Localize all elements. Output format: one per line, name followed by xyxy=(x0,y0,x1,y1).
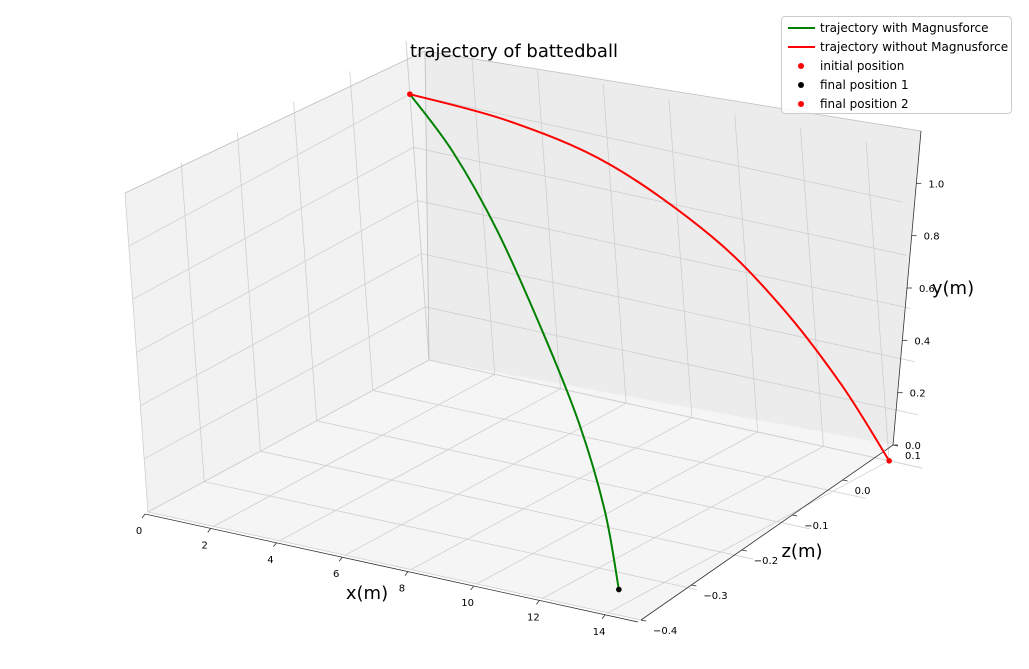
y-axis-label: y(m) xyxy=(932,278,974,299)
y-tick-label: 0.2 xyxy=(910,389,926,400)
y-tick-label: 0.0 xyxy=(905,441,921,452)
x-axis-line xyxy=(144,513,639,623)
marker-layer xyxy=(407,91,892,593)
x-tick-label: 2 xyxy=(202,540,208,551)
legend-key xyxy=(782,26,820,29)
legend-key xyxy=(782,81,820,88)
legend-marker-swatch xyxy=(798,100,804,107)
scatter-point-5 xyxy=(886,458,892,464)
legend: trajectory with Magnusforce trajectory wi… xyxy=(781,16,1012,114)
legend-label: trajectory with Magnusforce xyxy=(820,20,989,35)
z-tick-label: −0.2 xyxy=(754,556,778,567)
legend-marker-swatch xyxy=(798,62,804,69)
legend-label: initial position xyxy=(820,58,905,73)
legend-item: trajectory with Magnusforce xyxy=(782,18,1011,37)
z-tick-label: 0.1 xyxy=(905,451,921,462)
left-pane xyxy=(125,51,429,512)
legend-item: final position 2 xyxy=(782,94,1011,113)
x-axis-label: x(m) xyxy=(346,583,388,604)
legend-key xyxy=(782,45,820,48)
x-tick-label: 6 xyxy=(333,569,339,580)
x-tick-label: 12 xyxy=(527,612,540,623)
x-tick-label: 14 xyxy=(593,627,606,638)
legend-item: final position 1 xyxy=(782,75,1011,94)
legend-item: initial position xyxy=(782,56,1011,75)
x-tick-label: 10 xyxy=(461,598,474,609)
z-tick-label: −0.4 xyxy=(653,626,677,637)
y-tick-label: 0.4 xyxy=(914,336,930,347)
z-axis-line xyxy=(640,444,894,621)
x-tick-label: 8 xyxy=(399,584,405,595)
z-tick-label: 0.0 xyxy=(855,486,871,497)
chart-title: trajectory of battedball xyxy=(410,41,618,62)
legend-item: trajectory without Magnusforce xyxy=(782,37,1011,56)
series-line-1 xyxy=(408,93,620,591)
series-layer xyxy=(408,93,891,591)
legend-line-swatch xyxy=(787,45,815,48)
y-tick-label: 0.6 xyxy=(919,284,935,295)
x-tick-label: 4 xyxy=(267,555,273,566)
z-axis-label: z(m) xyxy=(781,541,822,562)
legend-label: final position 2 xyxy=(820,96,909,111)
z-tick-label: −0.3 xyxy=(703,591,727,602)
y-tick-label: 0.8 xyxy=(924,232,940,243)
legend-key xyxy=(782,62,820,69)
legend-label: final position 1 xyxy=(820,77,909,92)
y-tick-label: 1.0 xyxy=(928,179,944,190)
legend-line-swatch xyxy=(787,26,815,29)
pane-edges xyxy=(124,50,922,361)
legend-marker-swatch xyxy=(798,81,804,88)
z-tick-label: −0.1 xyxy=(804,521,828,532)
x-tick-label: 0 xyxy=(136,526,142,537)
legend-label: trajectory without Magnusforce xyxy=(820,39,1009,54)
scatter-point-4 xyxy=(616,586,622,593)
scatter-point-3 xyxy=(407,91,413,97)
series-line-2 xyxy=(408,93,891,462)
legend-key xyxy=(782,100,820,107)
